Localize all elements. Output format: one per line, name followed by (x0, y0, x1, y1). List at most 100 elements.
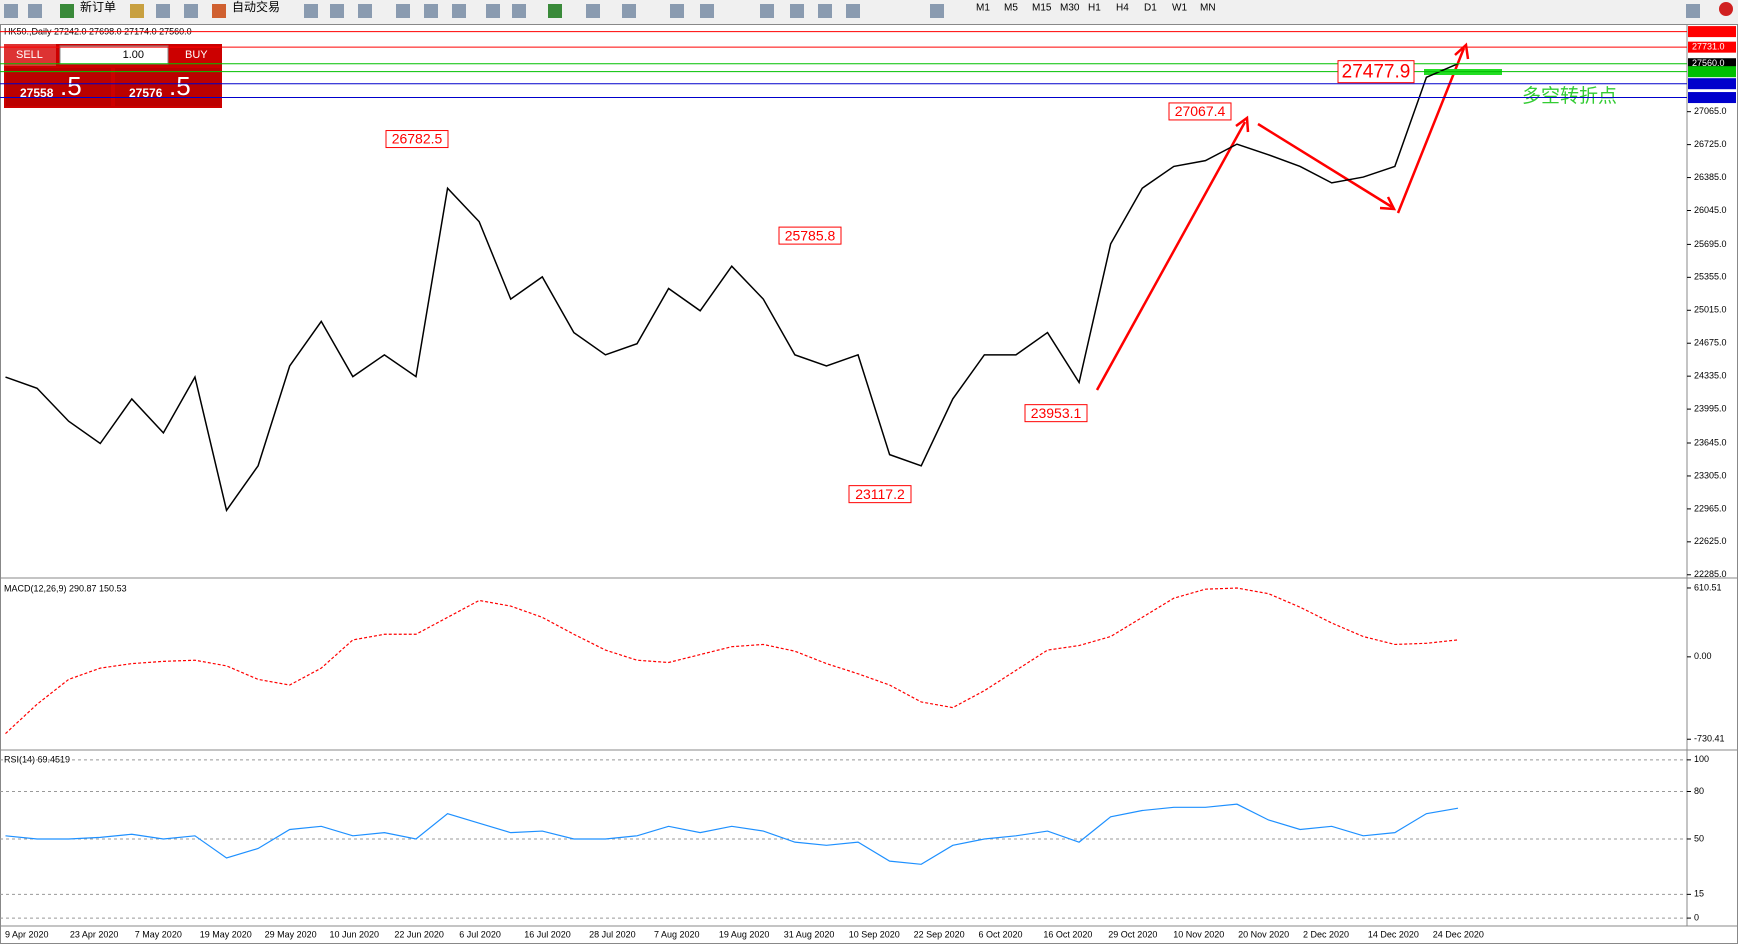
icon[interactable] (130, 4, 144, 18)
y-tick-label: 27065.0 (1694, 106, 1727, 116)
buy-price-box[interactable] (115, 68, 220, 106)
price-annotation: 26782.5 (392, 131, 443, 147)
icon[interactable] (156, 4, 170, 18)
price-level-box (1688, 78, 1736, 90)
trend-arrows (1095, 42, 1470, 391)
timeframe: H4 (1116, 3, 1129, 14)
icon[interactable] (760, 4, 774, 18)
price-annotation-box (1168, 102, 1232, 121)
x-tick-label: 7 Aug 2020 (654, 929, 700, 939)
y-tick-label: 80 (1694, 786, 1704, 796)
timeframe: H1 (1088, 3, 1101, 14)
icon[interactable] (700, 4, 714, 18)
icon[interactable] (790, 4, 804, 18)
price-level-label: 27560.0 (1692, 58, 1725, 68)
x-tick-label: 10 Nov 2020 (1173, 929, 1224, 939)
icon[interactable] (548, 4, 562, 18)
icon[interactable] (28, 4, 42, 18)
timeframe: D1 (1144, 3, 1157, 14)
x-tick-label: 6 Jul 2020 (459, 929, 501, 939)
y-tick-label: 22285.0 (1694, 569, 1727, 579)
arrow-head (1235, 115, 1250, 133)
icon[interactable] (670, 4, 684, 18)
timeframe: M30 (1060, 3, 1080, 14)
buy-label[interactable]: BUY (185, 49, 208, 61)
arrow (1095, 121, 1247, 391)
x-tick-label: 24 Dec 2020 (1433, 929, 1484, 939)
sell-label[interactable]: SELL (16, 49, 43, 61)
x-tick-label: 16 Jul 2020 (524, 929, 571, 939)
indicator-line (5, 587, 1459, 734)
y-tick-label: 22965.0 (1694, 503, 1727, 513)
y-tick-label: 26385.0 (1694, 172, 1727, 182)
buy-price-frac[interactable]: .5 (169, 71, 191, 101)
icon[interactable] (184, 4, 198, 18)
price-level-box (1688, 26, 1736, 38)
sell-price-box[interactable] (6, 68, 111, 106)
indicator-line (5, 803, 1459, 865)
x-tick-label: 10 Jun 2020 (330, 929, 380, 939)
y-tick-label: 26045.0 (1694, 205, 1727, 215)
x-tick-label: 10 Sep 2020 (849, 929, 900, 939)
alert-icon[interactable] (1719, 2, 1733, 16)
timeframes: M1 M5 M15 M30 H1 H4 D1 W1 MN (976, 3, 1216, 14)
icon[interactable] (60, 4, 74, 18)
y-tick-label: 26725.0 (1694, 139, 1727, 149)
x-tick-label: 19 May 2020 (200, 929, 252, 939)
arrow-head (1454, 42, 1470, 60)
icon[interactable] (846, 4, 860, 18)
icon[interactable] (486, 4, 500, 18)
price-annotation-box (778, 226, 842, 245)
icon[interactable] (424, 4, 438, 18)
price-annotation: 25785.8 (785, 227, 836, 243)
price-annotation-box (848, 485, 912, 504)
y-tick-label: 25695.0 (1694, 239, 1727, 249)
price-annotation-box (1337, 60, 1415, 84)
y-tick-label: 22625.0 (1694, 536, 1727, 546)
sell-price[interactable]: 27558 (20, 86, 54, 100)
icon[interactable] (586, 4, 600, 18)
annotation-text: 多空转折点 (1522, 85, 1617, 107)
x-tick-label: 9 Apr 2020 (5, 929, 49, 939)
price-annotation-box (385, 130, 449, 149)
lots-value[interactable]: 1.00 (123, 49, 144, 61)
icon[interactable] (396, 4, 410, 18)
x-tick-label: 29 Oct 2020 (1108, 929, 1157, 939)
trade-panel: SELL 1.00 BUY 27558 .5 27576 .5 (4, 44, 222, 108)
icon[interactable] (358, 4, 372, 18)
y-tick-label: 100 (1694, 754, 1709, 764)
y-tick-label: 23305.0 (1694, 470, 1727, 480)
icon[interactable] (452, 4, 466, 18)
y-tick-label: 0 (1694, 912, 1699, 922)
x-tick-label: 28 Jul 2020 (589, 929, 636, 939)
x-tick-label: 31 Aug 2020 (784, 929, 835, 939)
icon[interactable] (4, 4, 18, 18)
auto-trading[interactable]: 自动交易 (232, 0, 280, 14)
toolbar (0, 0, 1738, 24)
macd-title: MACD(12,26,9) 290.87 150.53 (4, 583, 127, 593)
y-tick-label: -730.41 (1694, 734, 1725, 744)
icon[interactable] (622, 4, 636, 18)
buy-price[interactable]: 27576 (129, 86, 163, 100)
x-tick-label: 7 May 2020 (135, 929, 182, 939)
lots-input[interactable] (59, 45, 169, 65)
x-tick-label: 22 Sep 2020 (914, 929, 965, 939)
sell-button[interactable] (4, 44, 56, 66)
x-tick-label: 20 Nov 2020 (1238, 929, 1289, 939)
icon[interactable] (212, 4, 226, 18)
timeframe: M1 (976, 3, 990, 14)
icon[interactable] (304, 4, 318, 18)
icon[interactable] (818, 4, 832, 18)
icon[interactable] (512, 4, 526, 18)
arrow (1396, 47, 1466, 214)
sell-price-frac[interactable]: .5 (60, 71, 82, 101)
icon[interactable] (330, 4, 344, 18)
search-icon[interactable] (1686, 4, 1700, 18)
x-tick-label: 22 Jun 2020 (394, 929, 444, 939)
icon[interactable] (930, 4, 944, 18)
price-annotation-box (1024, 404, 1088, 423)
x-tick-label: 14 Dec 2020 (1368, 929, 1419, 939)
new-order[interactable]: 新订单 (80, 0, 116, 14)
y-tick-label: 50 (1694, 833, 1704, 843)
chart-frame (0, 24, 1738, 944)
